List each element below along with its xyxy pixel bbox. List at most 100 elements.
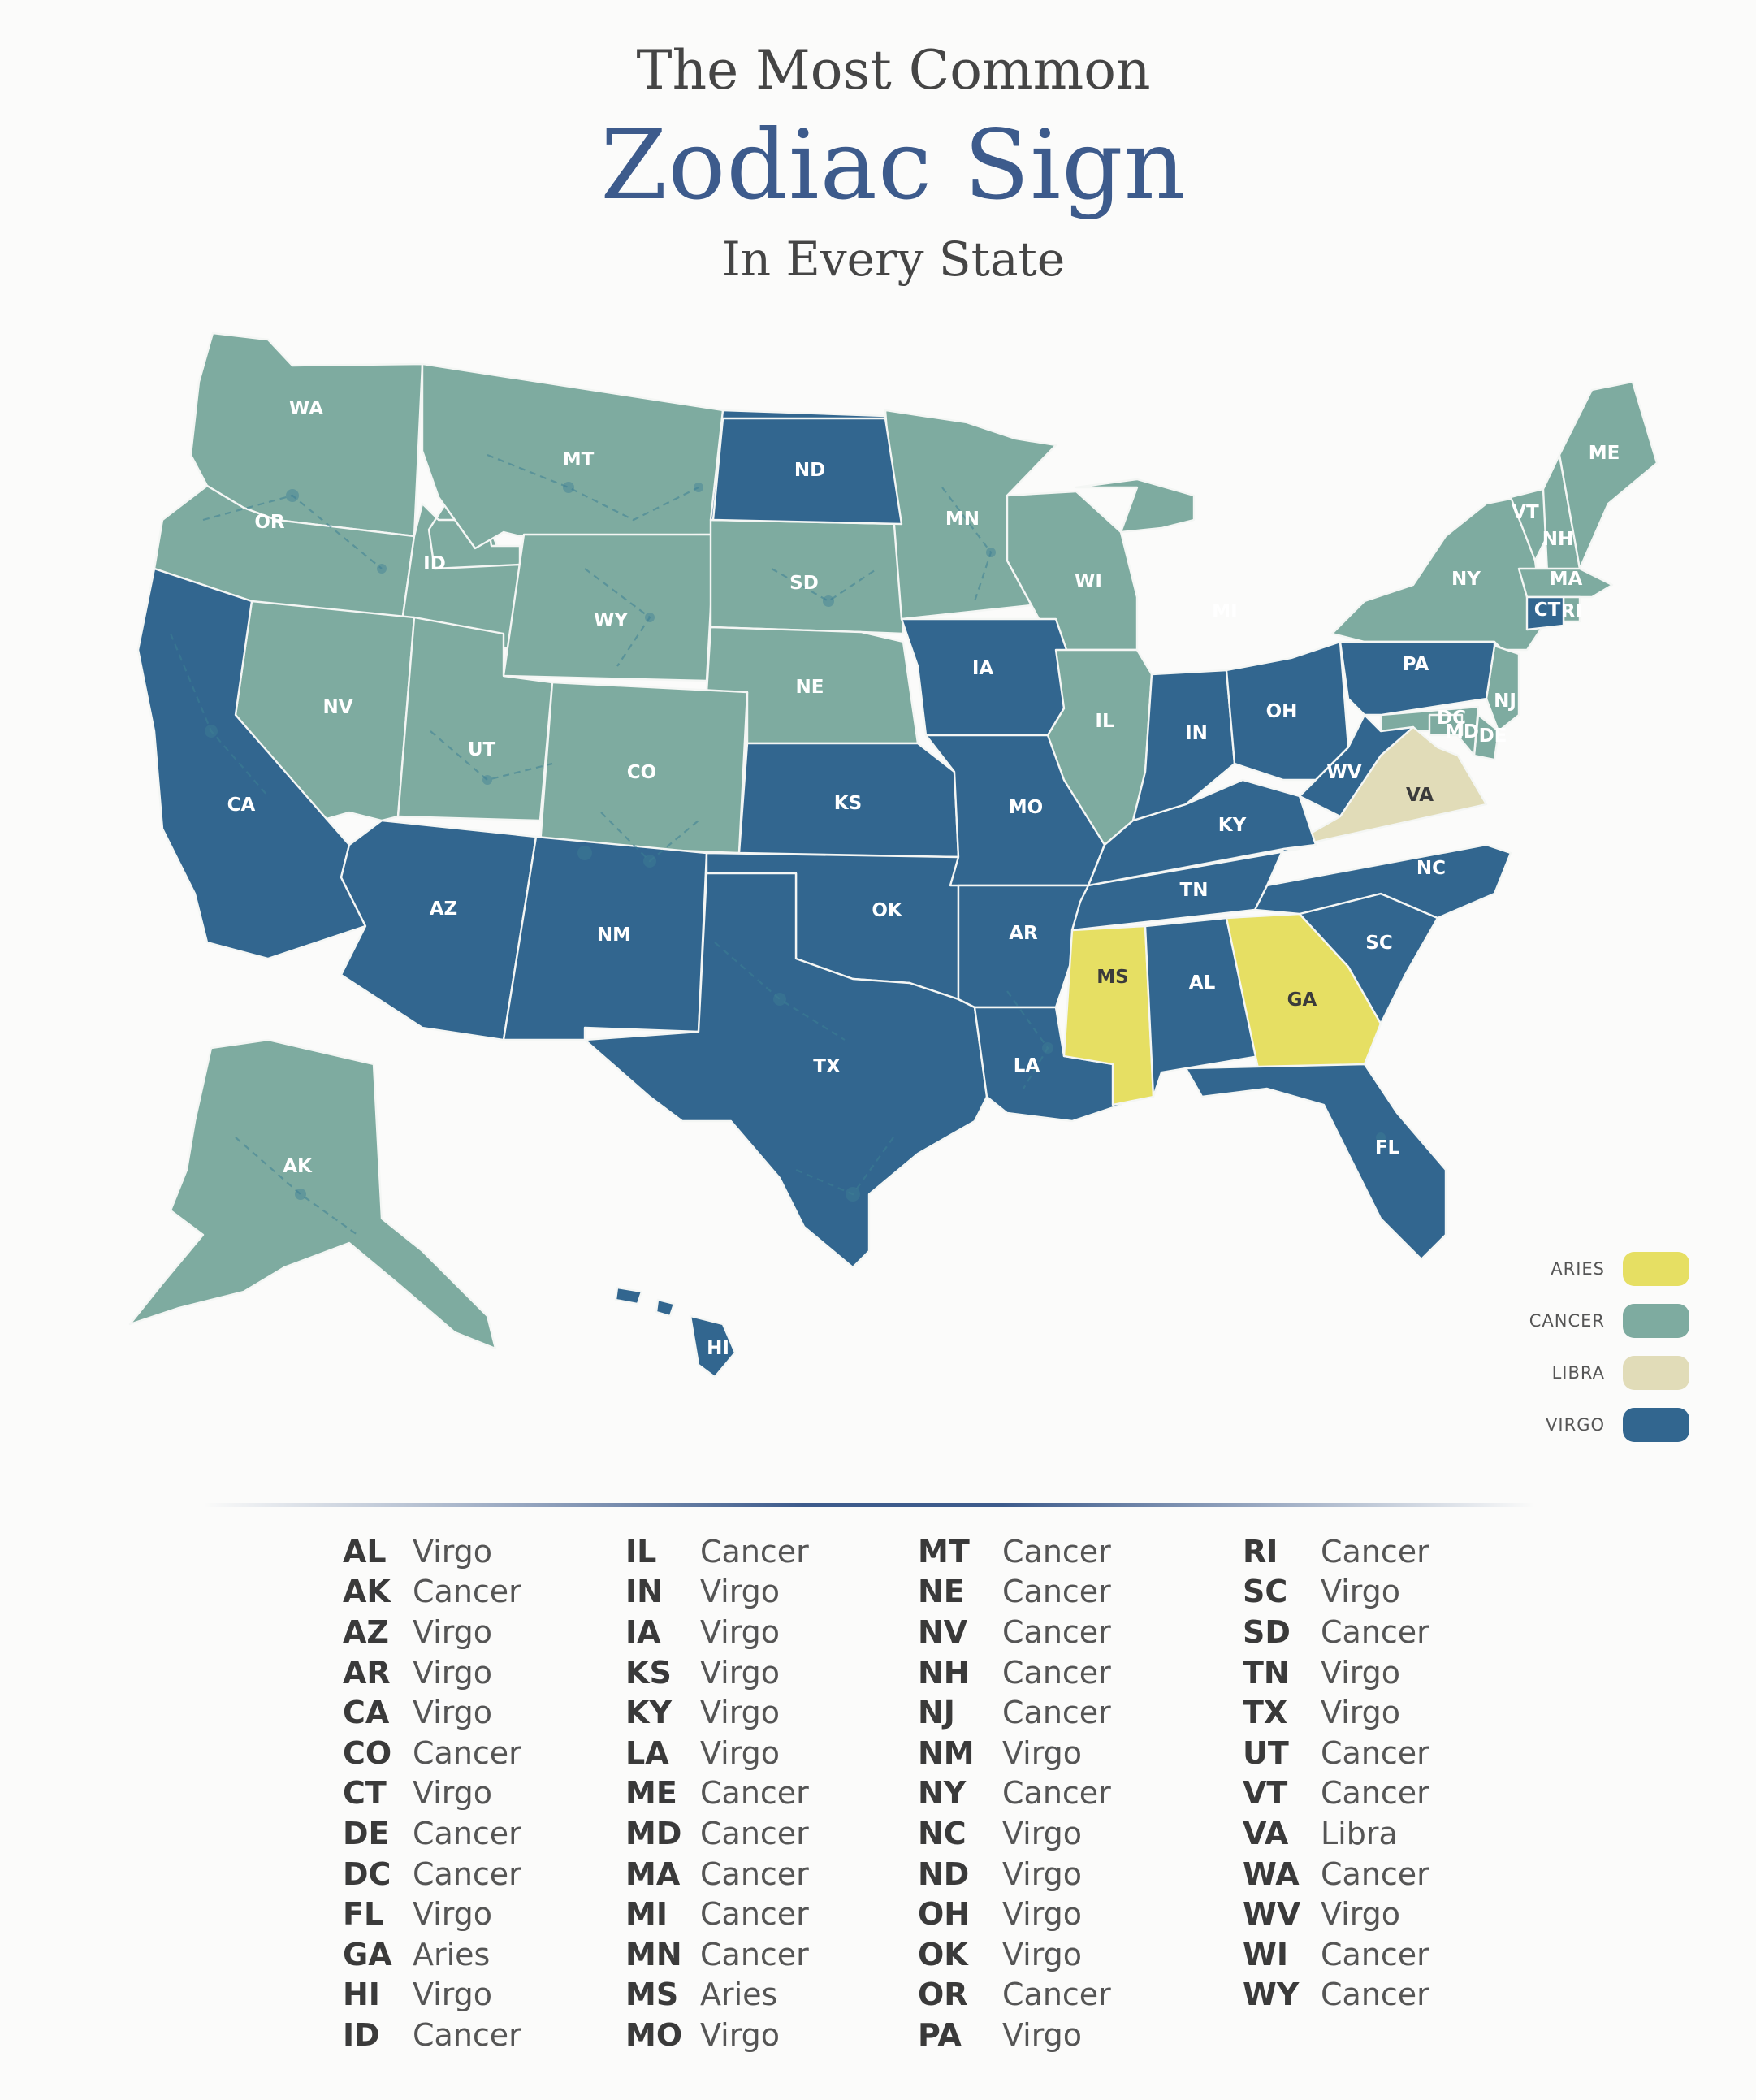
state-sign: Cancer [1002, 1695, 1111, 1731]
state-nc[interactable] [1253, 843, 1512, 920]
state-sign: Virgo [1002, 1855, 1083, 1892]
state-sign: Cancer [700, 1775, 809, 1812]
state-wy[interactable] [502, 533, 716, 682]
state-abbr: OR [918, 1977, 968, 2013]
map-label-de: DE [1479, 725, 1507, 747]
state-abbr: MA [625, 1855, 681, 1892]
state-sign: Virgo [700, 1734, 781, 1771]
table-row: CT Virgo [343, 1773, 521, 1814]
state-wv[interactable] [1298, 713, 1415, 818]
state-abbr: NM [918, 1734, 975, 1771]
state-sign: Cancer [1002, 1775, 1111, 1812]
state-abbr: GA [343, 1936, 392, 1972]
map-label-ok: OK [872, 900, 903, 921]
map-label-mo: MO [1009, 797, 1043, 818]
table-row: AL Virgo [343, 1531, 521, 1572]
map-label-ga: GA [1287, 989, 1317, 1011]
state-hi[interactable] [689, 1314, 737, 1379]
state-fl[interactable] [1184, 1063, 1447, 1261]
map-label-ri: RI [1561, 601, 1582, 622]
state-ct[interactable] [1525, 595, 1565, 631]
state-me[interactable] [1558, 380, 1659, 570]
state-la[interactable] [973, 1006, 1122, 1123]
state-tn[interactable] [1070, 847, 1301, 932]
map-label-ms: MS [1096, 967, 1128, 988]
state-dc[interactable] [1428, 713, 1464, 737]
state-abbr: DE [343, 1815, 390, 1851]
state-abbr: KY [625, 1695, 672, 1731]
state-sign: Cancer [1321, 1977, 1429, 2013]
table-row: WV Virgo [1243, 1894, 1429, 1934]
state-abbr: UT [1243, 1734, 1289, 1771]
state-sign: Cancer [700, 1896, 809, 1933]
state-sign: Virgo [1002, 2016, 1083, 2053]
map-label-co: CO [627, 762, 656, 783]
table-row: VA Libra [1243, 1813, 1429, 1854]
state-az[interactable] [340, 819, 538, 1041]
map-label-dc: DC [1437, 708, 1466, 729]
map-label-nh: NH [1542, 529, 1574, 550]
legend-item-cancer: CANCER [1529, 1303, 1689, 1339]
state-sign: Cancer [413, 2016, 521, 2053]
state-abbr: NV [918, 1613, 968, 1650]
table-row: MI Cancer [625, 1894, 809, 1934]
state-abbr: MD [625, 1815, 682, 1851]
state-abbr: TN [1243, 1654, 1290, 1691]
state-hi-island-2[interactable] [655, 1298, 676, 1318]
map-label-ia: IA [972, 658, 994, 679]
state-ky[interactable] [1087, 778, 1317, 887]
table-row: IN Virgo [625, 1572, 809, 1613]
map-label-hi: HI [707, 1338, 729, 1359]
table-row: AZ Virgo [343, 1612, 521, 1652]
map-label-nc: NC [1416, 858, 1446, 879]
table-column: IL Cancer IN Virgo IA Virgo KS Virgo KY Virgo LA Vi… [625, 1531, 809, 2055]
table-row: KY Virgo [625, 1692, 809, 1733]
map-label-nv: NV [322, 697, 352, 718]
state-tx[interactable] [583, 872, 988, 1269]
state-sign: Cancer [1321, 1855, 1429, 1892]
map-label-md: MD [1445, 721, 1479, 743]
table-column: RI Cancer SC Virgo SD Cancer TN Virgo TX Virgo UT C… [1243, 1531, 1429, 2015]
table-row: OH Virgo [918, 1894, 1111, 1934]
state-abbr: AR [343, 1654, 391, 1691]
map-label-ny: NY [1451, 569, 1481, 590]
state-abbr: WA [1243, 1855, 1300, 1892]
state-sign: Cancer [700, 1815, 809, 1851]
state-abbr: LA [625, 1734, 669, 1771]
map-label-wa: WA [289, 398, 323, 419]
state-hi-island[interactable] [614, 1286, 643, 1305]
state-sign: Virgo [413, 1533, 493, 1570]
table-column: MT Cancer NE Cancer NV Cancer NH Cancer NJ Cancer… [918, 1531, 1111, 2055]
table-row: ME Cancer [625, 1773, 809, 1814]
table-row: SC Virgo [1243, 1572, 1429, 1613]
state-abbr: MN [625, 1936, 682, 1972]
state-abbr: KS [625, 1654, 672, 1691]
state-abbr: AK [343, 1574, 391, 1610]
map-label-mi: MI [1212, 601, 1237, 622]
map-label-ks: KS [834, 793, 862, 814]
state-sign: Cancer [700, 1936, 809, 1972]
state-sign: Virgo [700, 1613, 781, 1650]
state-abbr: MT [918, 1533, 970, 1570]
table-row: WA Cancer [1243, 1854, 1429, 1894]
table-row: CO Cancer [343, 1733, 521, 1773]
state-ak[interactable] [128, 1038, 497, 1350]
state-ma[interactable] [1517, 567, 1614, 599]
state-sign: Cancer [413, 1574, 521, 1610]
state-sign: Virgo [413, 1654, 493, 1691]
state-pa[interactable] [1339, 640, 1496, 717]
state-sign: Virgo [700, 1695, 781, 1731]
state-sign: Cancer [1321, 1734, 1429, 1771]
legend-label: LIBRA [1551, 1363, 1605, 1383]
state-nd-fill[interactable] [711, 417, 903, 526]
state-mi[interactable] [1075, 478, 1196, 534]
map-label-ut: UT [468, 739, 496, 760]
table-row: MS Aries [625, 1975, 809, 2016]
state-abbr: MS [625, 1977, 679, 2013]
state-abbr: OH [918, 1896, 971, 1933]
state-sign: Virgo [1002, 1936, 1083, 1972]
constellation-decoration [169, 453, 1386, 1236]
map-label-pa: PA [1403, 654, 1429, 675]
state-ca[interactable] [136, 567, 367, 960]
map-label-al: AL [1189, 972, 1216, 994]
